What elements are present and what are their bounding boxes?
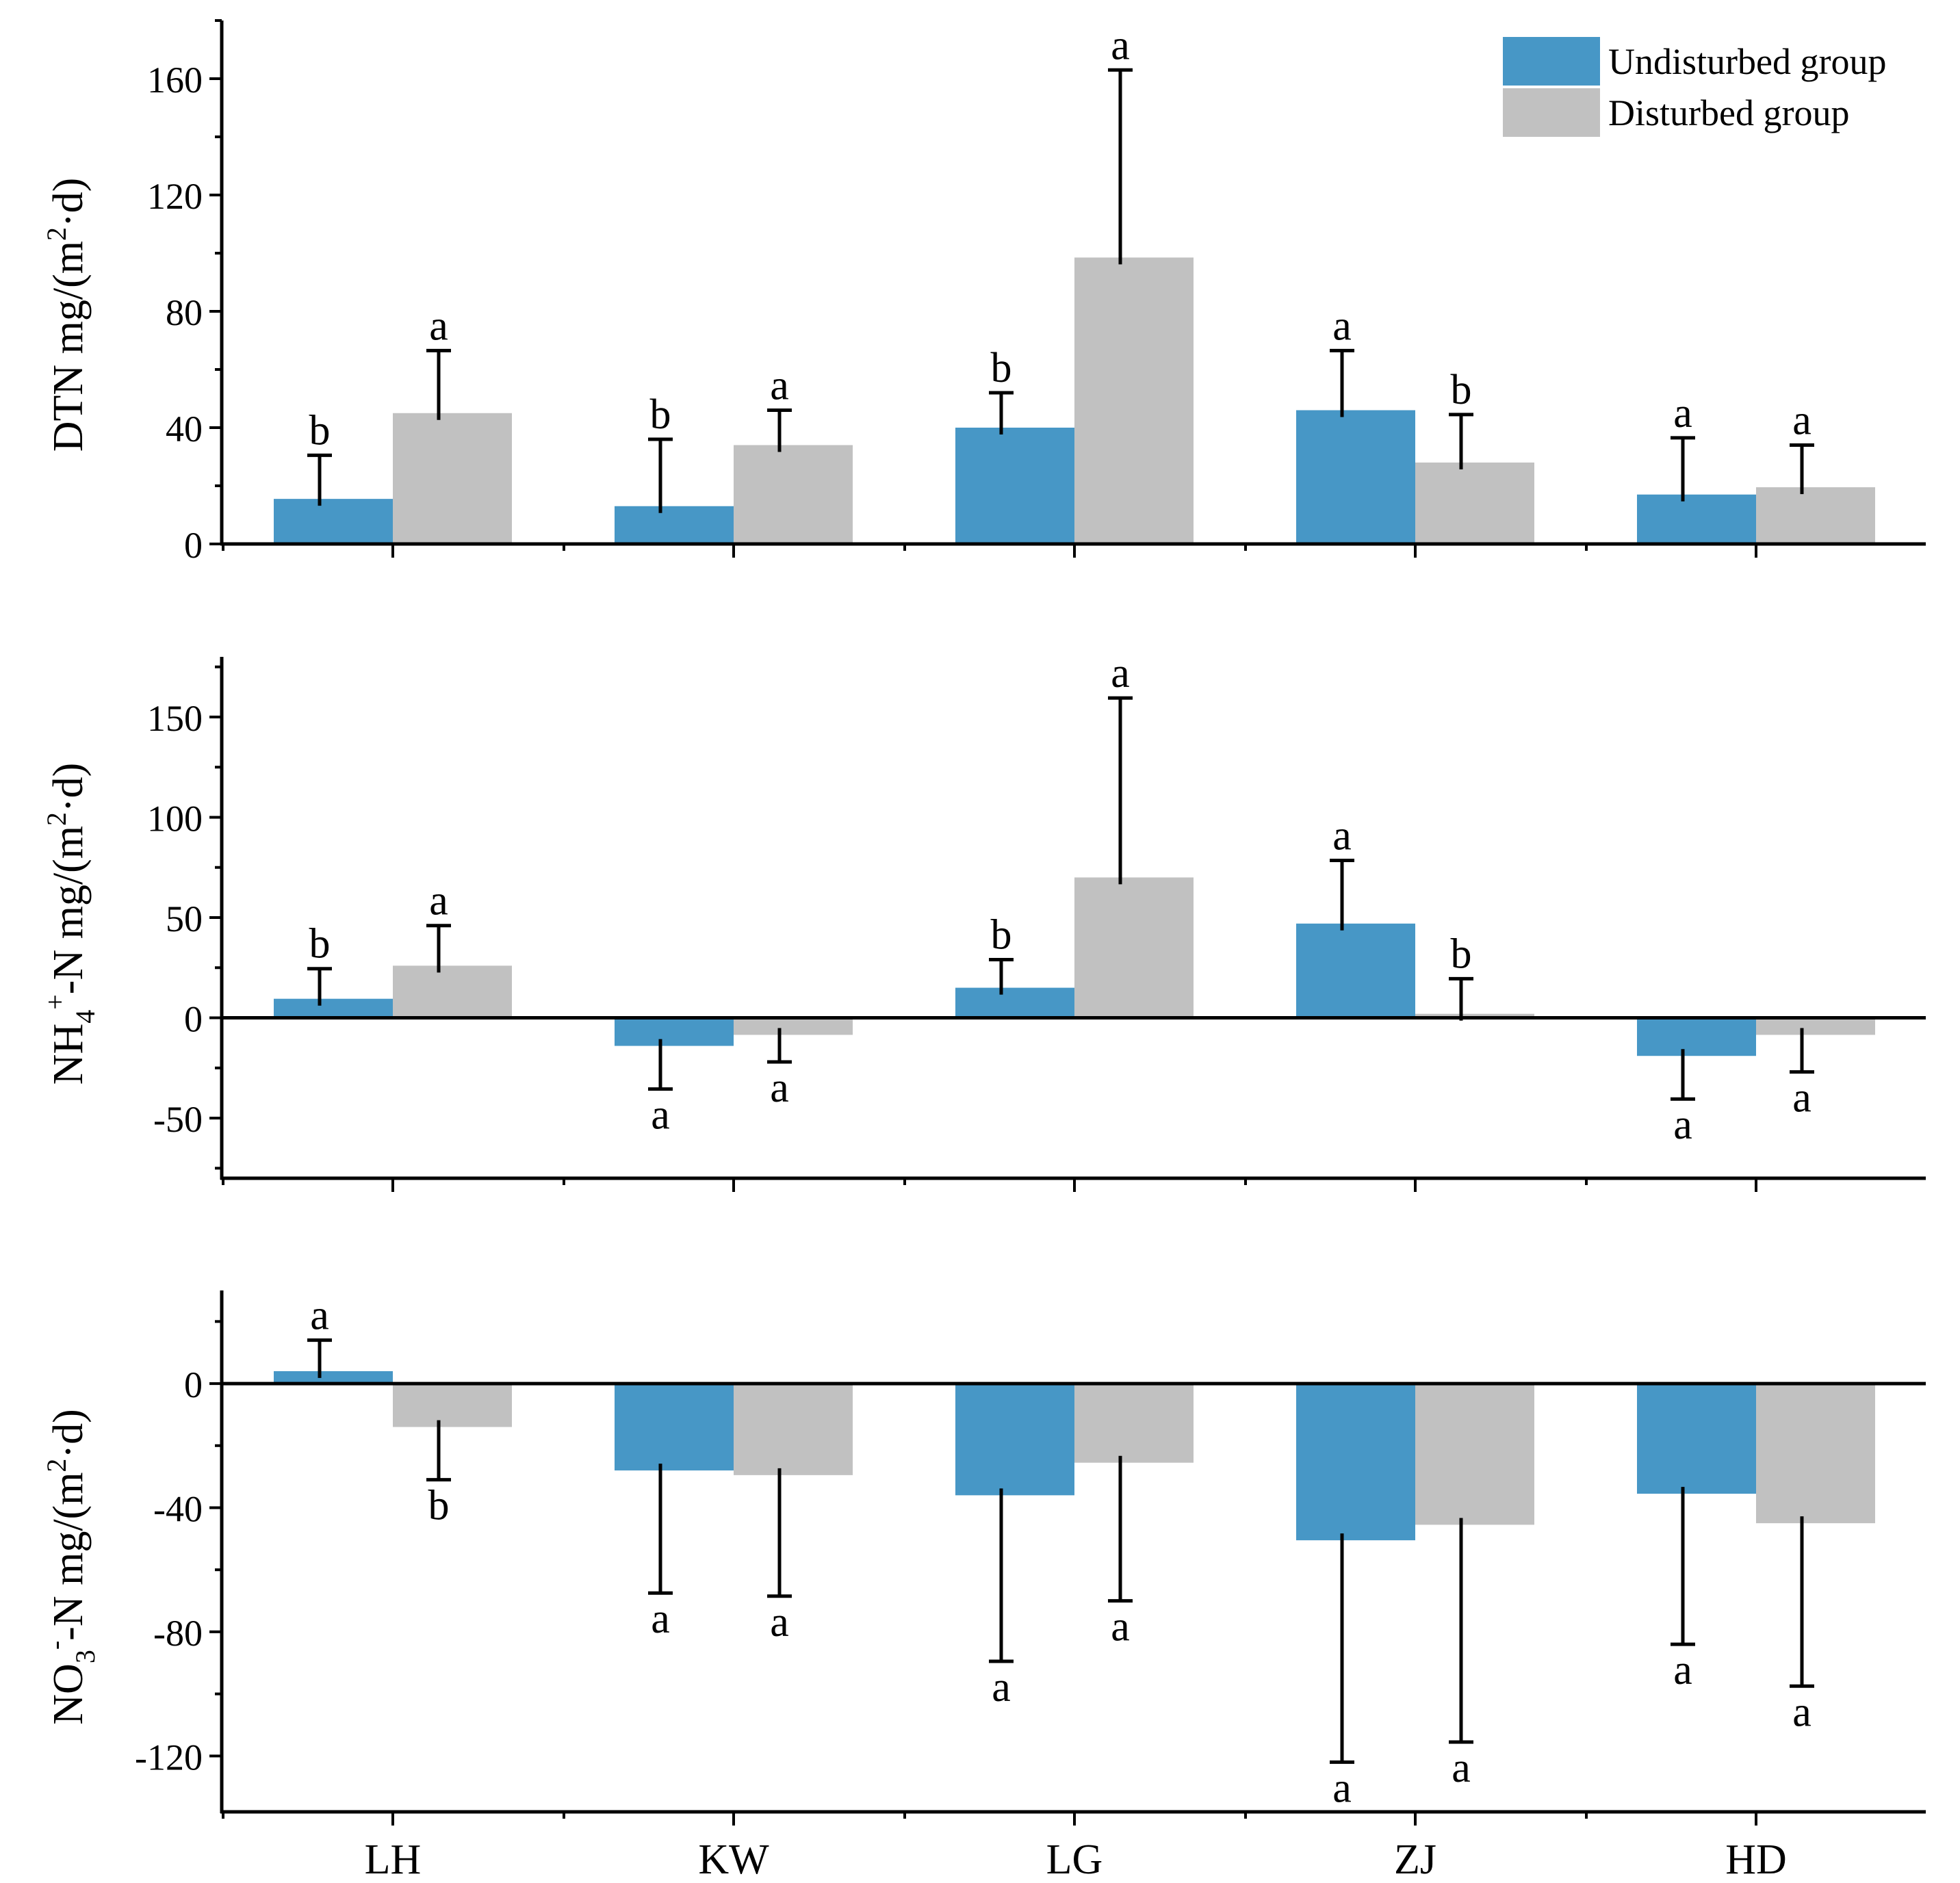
sig-letter-disturbed-kw: a bbox=[770, 1599, 789, 1646]
sig-letter-undisturbed-kw: a bbox=[651, 1596, 670, 1642]
bar-disturbed-kw bbox=[734, 1017, 853, 1035]
sig-letter-undisturbed-hd: a bbox=[1673, 1102, 1692, 1148]
y-tick-label: 80 bbox=[166, 292, 203, 333]
sig-letter-undisturbed-lh: b bbox=[309, 407, 331, 454]
x-tick-label-hd: HD bbox=[1725, 1836, 1787, 1883]
panel-dtn: DTN mg/(m2·d) b b b a a a a a b a 0 40 80 120 160 bbox=[41, 19, 1926, 566]
y-tick-label: 40 bbox=[166, 408, 203, 450]
sig-letter-disturbed-lh: a bbox=[429, 302, 448, 349]
sig-letter-undisturbed-zj: a bbox=[1332, 812, 1352, 859]
sig-letter-undisturbed-lh: b bbox=[309, 921, 331, 968]
sig-letter-undisturbed-hd: a bbox=[1673, 390, 1692, 437]
y-tick-label: -40 bbox=[153, 1489, 203, 1530]
y-tick-label: 120 bbox=[147, 176, 203, 217]
sig-letter-undisturbed-kw: a bbox=[651, 1092, 670, 1139]
y-tick-label: 50 bbox=[166, 898, 203, 939]
y-tick-label: 0 bbox=[184, 525, 203, 566]
sig-letter-undisturbed-lh: a bbox=[310, 1293, 329, 1339]
sig-letter-disturbed-hd: a bbox=[1792, 398, 1811, 444]
bar-undisturbed-kw bbox=[615, 506, 734, 544]
x-category-labels: LH KW LG ZJ HD bbox=[365, 1836, 1787, 1883]
sig-letter-disturbed-zj: b bbox=[1451, 931, 1472, 977]
bar-disturbed-zj bbox=[1415, 1013, 1534, 1018]
panel-no3: NO3--N mg/(m2·d) a a a a a b a a a a -120 -80 -40 0 bbox=[40, 1290, 1926, 1826]
sig-letter-disturbed-lg: a bbox=[1111, 1604, 1130, 1650]
sig-letter-disturbed-zj: a bbox=[1452, 1745, 1471, 1791]
sig-letter-disturbed-kw: a bbox=[770, 363, 789, 409]
sig-letter-disturbed-lg: a bbox=[1111, 650, 1130, 697]
bar-disturbed-hd bbox=[1756, 1017, 1875, 1035]
bar-disturbed-lg bbox=[1074, 257, 1194, 544]
sig-letter-disturbed-lh: a bbox=[429, 878, 448, 924]
sig-letter-undisturbed-lg: b bbox=[991, 345, 1012, 391]
bar-undisturbed-lg bbox=[955, 428, 1074, 544]
y-tick-label: 150 bbox=[147, 698, 203, 739]
bar-undisturbed-hd bbox=[1637, 1384, 1756, 1494]
bar-disturbed-kw bbox=[734, 445, 853, 544]
y-axis-label: DTN mg/(m2·d) bbox=[41, 178, 92, 452]
legend-label-undisturbed: Undisturbed group bbox=[1608, 41, 1886, 82]
y-tick-label: -120 bbox=[135, 1737, 203, 1778]
sig-letter-disturbed-hd: a bbox=[1792, 1075, 1811, 1121]
bar-undisturbed-zj bbox=[1296, 1384, 1415, 1541]
legend: Undisturbed group Disturbed group bbox=[1503, 37, 1886, 137]
y-tick-label: -50 bbox=[153, 1099, 203, 1140]
sig-letter-undisturbed-zj: a bbox=[1332, 1765, 1352, 1811]
sig-letter-disturbed-lg: a bbox=[1111, 22, 1130, 68]
sig-letter-undisturbed-zj: a bbox=[1332, 302, 1352, 349]
x-tick-label-zj: ZJ bbox=[1394, 1836, 1436, 1883]
bar-disturbed-hd bbox=[1756, 1384, 1875, 1524]
y-axis-label: NH4+-N mg/(m2·d) bbox=[40, 763, 101, 1085]
bar-undisturbed-lg bbox=[955, 1384, 1074, 1496]
y-tick-label: 0 bbox=[184, 1364, 203, 1405]
sig-letter-undisturbed-lg: b bbox=[991, 912, 1012, 959]
y-tick-label: 0 bbox=[184, 999, 203, 1040]
bar-disturbed-lg bbox=[1074, 1384, 1194, 1463]
bar-disturbed-lh bbox=[393, 1384, 512, 1427]
bar-undisturbed-zj bbox=[1296, 923, 1415, 1018]
bar-undisturbed-zj bbox=[1296, 410, 1415, 544]
bar-undisturbed-lg bbox=[955, 987, 1074, 1018]
y-tick-label: 160 bbox=[147, 60, 203, 101]
bar-disturbed-lg bbox=[1074, 877, 1194, 1018]
bar-disturbed-lh bbox=[393, 965, 512, 1018]
bar-disturbed-lh bbox=[393, 413, 512, 544]
legend-swatch-undisturbed bbox=[1503, 37, 1600, 86]
bar-undisturbed-lh bbox=[274, 1371, 393, 1384]
x-tick-label-lh: LH bbox=[365, 1836, 422, 1883]
x-tick-label-kw: KW bbox=[698, 1836, 769, 1883]
bar-disturbed-zj bbox=[1415, 463, 1534, 544]
sig-letter-disturbed-lh: b bbox=[428, 1483, 450, 1529]
bar-undisturbed-lh bbox=[274, 499, 393, 544]
bar-disturbed-hd bbox=[1756, 487, 1875, 544]
bar-undisturbed-kw bbox=[615, 1384, 734, 1471]
legend-label-disturbed: Disturbed group bbox=[1608, 92, 1849, 133]
sig-letter-undisturbed-lg: a bbox=[992, 1664, 1011, 1711]
bar-undisturbed-hd bbox=[1637, 1017, 1756, 1056]
sig-letter-disturbed-zj: b bbox=[1451, 367, 1472, 413]
bar-undisturbed-hd bbox=[1637, 494, 1756, 544]
y-tick-label: -80 bbox=[153, 1613, 203, 1654]
y-axis-label: NO3--N mg/(m2·d) bbox=[40, 1409, 101, 1724]
panel-nh4: NH4+-N mg/(m2·d) b a b a a a a a b a -50 0 50 100 150 bbox=[40, 650, 1926, 1192]
y-tick-label: 100 bbox=[147, 798, 203, 839]
legend-swatch-disturbed bbox=[1503, 88, 1600, 137]
bar-undisturbed-lh bbox=[274, 998, 393, 1018]
bar-undisturbed-kw bbox=[615, 1017, 734, 1046]
bar-disturbed-kw bbox=[734, 1384, 853, 1475]
bar-disturbed-zj bbox=[1415, 1384, 1534, 1525]
sig-letter-undisturbed-kw: b bbox=[650, 391, 671, 438]
sig-letter-disturbed-kw: a bbox=[770, 1065, 789, 1111]
sig-letter-disturbed-hd: a bbox=[1792, 1689, 1811, 1735]
sig-letter-undisturbed-hd: a bbox=[1673, 1647, 1692, 1693]
x-tick-label-lg: LG bbox=[1046, 1836, 1103, 1883]
